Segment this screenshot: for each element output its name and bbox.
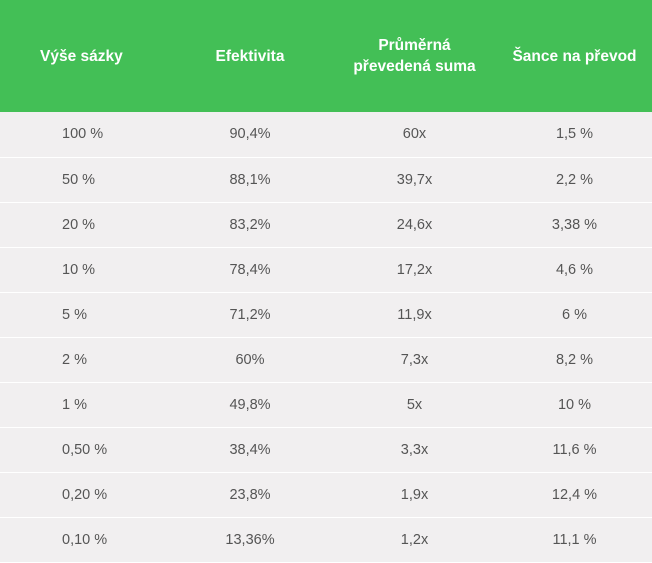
table-body: 100 % 90,4% 60x 1,5 % 50 % 88,1% 39,7x 2… — [0, 112, 652, 562]
cell-conversion-chance: 11,6 % — [552, 441, 597, 458]
table-row: 5 % 71,2% 11,9x 6 % — [0, 292, 652, 337]
header-bet-size: Výše sázky — [40, 47, 123, 65]
cell-average-converted-amount: 11,9x — [397, 306, 432, 323]
cell-conversion-chance: 1,5 % — [555, 126, 594, 143]
cell-bet-size: 10 % — [62, 261, 96, 278]
cell-efficiency: 78,4% — [229, 261, 271, 278]
cell-bet-size: 0,50 % — [62, 441, 108, 458]
cell-bet-size: 100 % — [62, 126, 104, 143]
cell-efficiency: 60% — [235, 351, 265, 368]
cell-average-converted-amount: 17,2x — [396, 261, 433, 278]
cell-bet-size: 0,10 % — [62, 531, 108, 548]
header-efficiency: Efektivita — [215, 47, 285, 65]
cell-conversion-chance: 11,1 % — [552, 531, 597, 548]
header-row: Výše sázky Efektivita Průměrná převedená… — [0, 0, 652, 112]
cell-conversion-chance: 8,2 % — [555, 351, 594, 368]
cell-conversion-chance: 6 % — [562, 306, 587, 323]
table-header: Výše sázky Efektivita Průměrná převedená… — [0, 0, 652, 112]
cell-efficiency: 38,4% — [229, 441, 271, 458]
table-row: 0,10 % 13,36% 1,2x 11,1 % — [0, 517, 652, 562]
table-row: 10 % 78,4% 17,2x 4,6 % — [0, 247, 652, 292]
cell-average-converted-amount: 60x — [402, 126, 427, 143]
cell-conversion-chance: 3,38 % — [551, 216, 598, 233]
cell-efficiency: 13,36% — [225, 531, 275, 548]
cell-bet-size: 2 % — [62, 351, 87, 368]
cell-bet-size: 1 % — [62, 396, 87, 413]
table-row: 0,20 % 23,8% 1,9x 12,4 % — [0, 472, 652, 517]
cell-bet-size: 50 % — [62, 171, 96, 188]
cell-efficiency: 88,1% — [229, 171, 271, 188]
cell-efficiency: 71,2% — [229, 306, 271, 323]
cell-average-converted-amount: 1,9x — [400, 486, 429, 503]
cell-bet-size: 20 % — [62, 216, 96, 233]
cell-conversion-chance: 12,4 % — [551, 486, 598, 503]
cell-conversion-chance: 10 % — [557, 396, 592, 413]
table-row: 0,50 % 38,4% 3,3x 11,6 % — [0, 427, 652, 472]
cell-average-converted-amount: 7,3x — [400, 351, 429, 368]
table-row: 50 % 88,1% 39,7x 2,2 % — [0, 157, 652, 202]
cell-efficiency: 90,4% — [229, 126, 271, 143]
cell-average-converted-amount: 5x — [406, 396, 423, 413]
cell-efficiency: 83,2% — [229, 216, 271, 233]
cell-average-converted-amount: 1,2x — [400, 531, 429, 548]
cell-average-converted-amount: 3,3x — [400, 441, 429, 458]
table-row: 100 % 90,4% 60x 1,5 % — [0, 112, 652, 157]
table-row: 2 % 60% 7,3x 8,2 % — [0, 337, 652, 382]
cell-conversion-chance: 4,6 % — [555, 261, 594, 278]
cell-average-converted-amount: 39,7x — [396, 171, 433, 188]
cell-efficiency: 23,8% — [229, 486, 271, 503]
header-average-converted-amount: Průměrná převedená suma — [353, 37, 476, 75]
table-row: 1 % 49,8% 5x 10 % — [0, 382, 652, 427]
cell-efficiency: 49,8% — [229, 396, 271, 413]
table-row: 20 % 83,2% 24,6x 3,38 % — [0, 202, 652, 247]
header-conversion-chance: Šance na převod — [512, 47, 637, 65]
cell-bet-size: 5 % — [62, 306, 87, 323]
cell-average-converted-amount: 24,6x — [396, 216, 433, 233]
cell-conversion-chance: 2,2 % — [555, 171, 594, 188]
cell-bet-size: 0,20 % — [62, 486, 108, 503]
